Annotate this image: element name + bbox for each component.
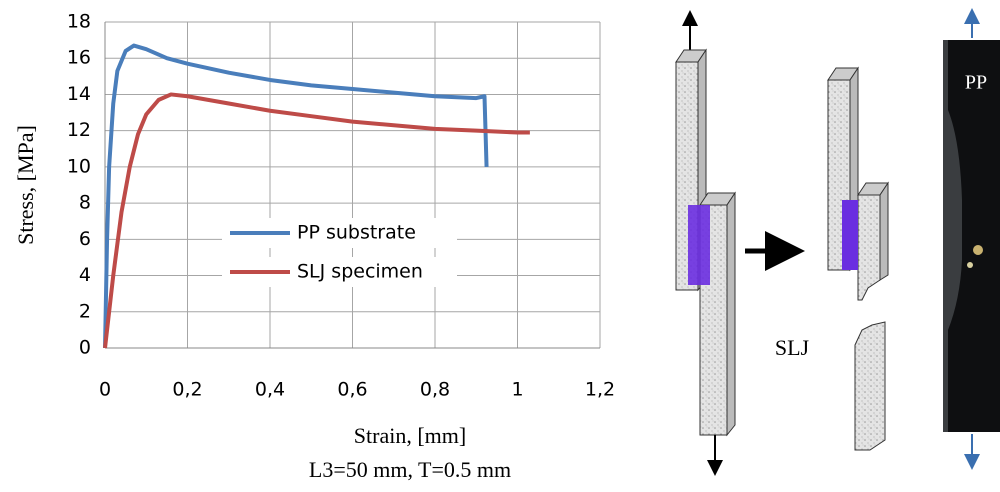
pp-label: PP — [965, 72, 987, 94]
chart: 0 2 4 6 8 10 12 14 16 18 0 0,2 0,4 0,6 0,8 1 1,2 PP subst… — [67, 11, 615, 401]
pp-photo: PP — [943, 8, 1000, 470]
legend-label: SLJ specimen — [297, 261, 423, 283]
y-tick-label: 16 — [67, 47, 91, 69]
x-tick-label: 0,4 — [255, 379, 285, 401]
x-tick-label: 0 — [99, 379, 111, 401]
x-tick-label: 0,6 — [337, 379, 367, 401]
y-axis-title: Stress, [MPa] — [13, 125, 38, 245]
legend-label: PP substrate — [297, 222, 416, 244]
y-tick-label: 4 — [79, 264, 91, 286]
specimen — [948, 40, 1000, 432]
slj-label: SLJ — [775, 335, 810, 360]
speck — [973, 245, 983, 255]
series-line — [103, 43, 489, 349]
x-tick-label: 0,2 — [172, 379, 202, 401]
adhesive — [842, 200, 858, 270]
plate — [857, 194, 881, 301]
y-tick-label: 8 — [79, 192, 91, 214]
y-tick-label: 10 — [67, 155, 91, 177]
subtitle: L3=50 mm, T=0.5 mm — [309, 457, 511, 482]
x-axis-title: Strain, [mm] — [354, 423, 466, 448]
x-tick-label: 1 — [511, 379, 523, 401]
plate-side — [726, 191, 736, 437]
y-tick-label: 6 — [79, 228, 91, 250]
y-tick-label: 14 — [67, 83, 91, 105]
plate-side — [879, 181, 889, 281]
slj-diagram: SLJ — [675, 10, 889, 476]
speck — [967, 262, 973, 268]
plate — [854, 321, 886, 451]
adhesive — [688, 205, 710, 285]
series-line — [103, 92, 530, 349]
y-tick-label: 0 — [79, 337, 91, 359]
x-tick-label: 1,2 — [585, 379, 615, 401]
y-tick-label: 2 — [79, 300, 91, 322]
x-tick-label: 0,8 — [420, 379, 450, 401]
y-tick-label: 18 — [67, 11, 91, 33]
y-tick-label: 12 — [67, 119, 91, 141]
